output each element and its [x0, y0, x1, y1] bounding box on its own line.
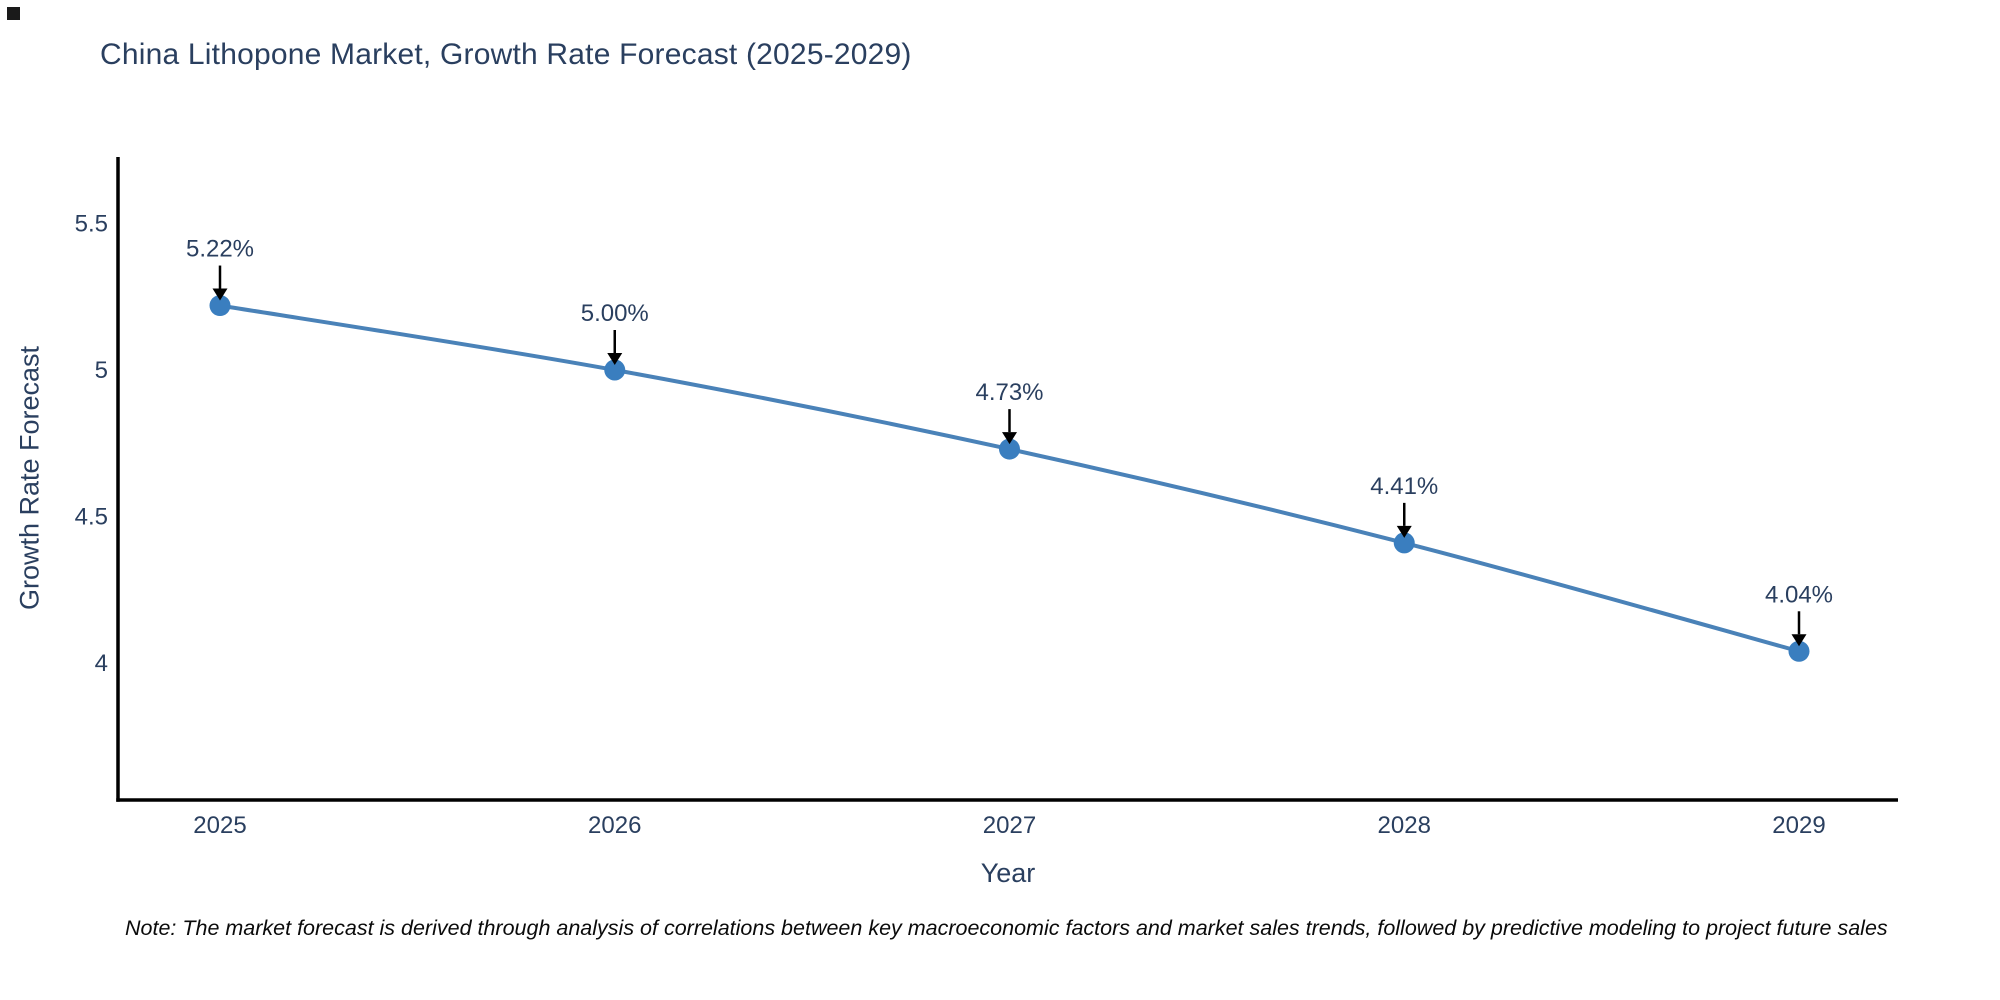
- annotation-label: 5.22%: [186, 236, 254, 263]
- footnote: Note: The market forecast is derived thr…: [125, 916, 1888, 940]
- annotation-label: 4.41%: [1370, 473, 1438, 500]
- annotation-arrowhead: [212, 288, 228, 301]
- x-tick-label: 2028: [1378, 812, 1431, 839]
- annotation-label: 5.00%: [581, 300, 649, 327]
- annotation-label: 4.73%: [975, 379, 1043, 406]
- y-tick-label: 5.5: [75, 211, 108, 238]
- y-tick-label: 4: [95, 650, 108, 677]
- annotation-arrowhead: [607, 353, 623, 365]
- data-point-marker: [999, 438, 1020, 460]
- x-axis-title: Year: [980, 858, 1036, 888]
- y-axis-title: Growth Rate Forecast: [14, 345, 45, 611]
- annotation-arrowhead: [1002, 432, 1017, 445]
- x-tick-label: 2029: [1772, 812, 1825, 839]
- annotation-arrowhead: [1791, 634, 1807, 647]
- data-point-marker: [209, 295, 231, 317]
- y-tick-label: 5: [95, 357, 108, 384]
- forecast-line: [218, 303, 1801, 654]
- data-point-marker: [604, 359, 626, 381]
- annotation-label: 4.04%: [1765, 581, 1833, 608]
- data-point-marker: [1393, 532, 1415, 554]
- x-tick-label: 2027: [983, 812, 1036, 839]
- y-tick-label: 4.5: [75, 504, 108, 531]
- data-point-marker: [1788, 640, 1810, 662]
- x-tick-label: 2026: [588, 812, 641, 839]
- corner-artifact: [7, 7, 20, 20]
- annotation-arrowhead: [1396, 525, 1412, 538]
- x-tick-label: 2025: [193, 812, 246, 839]
- chart-title: China Lithopone Market, Growth Rate Fore…: [100, 38, 912, 71]
